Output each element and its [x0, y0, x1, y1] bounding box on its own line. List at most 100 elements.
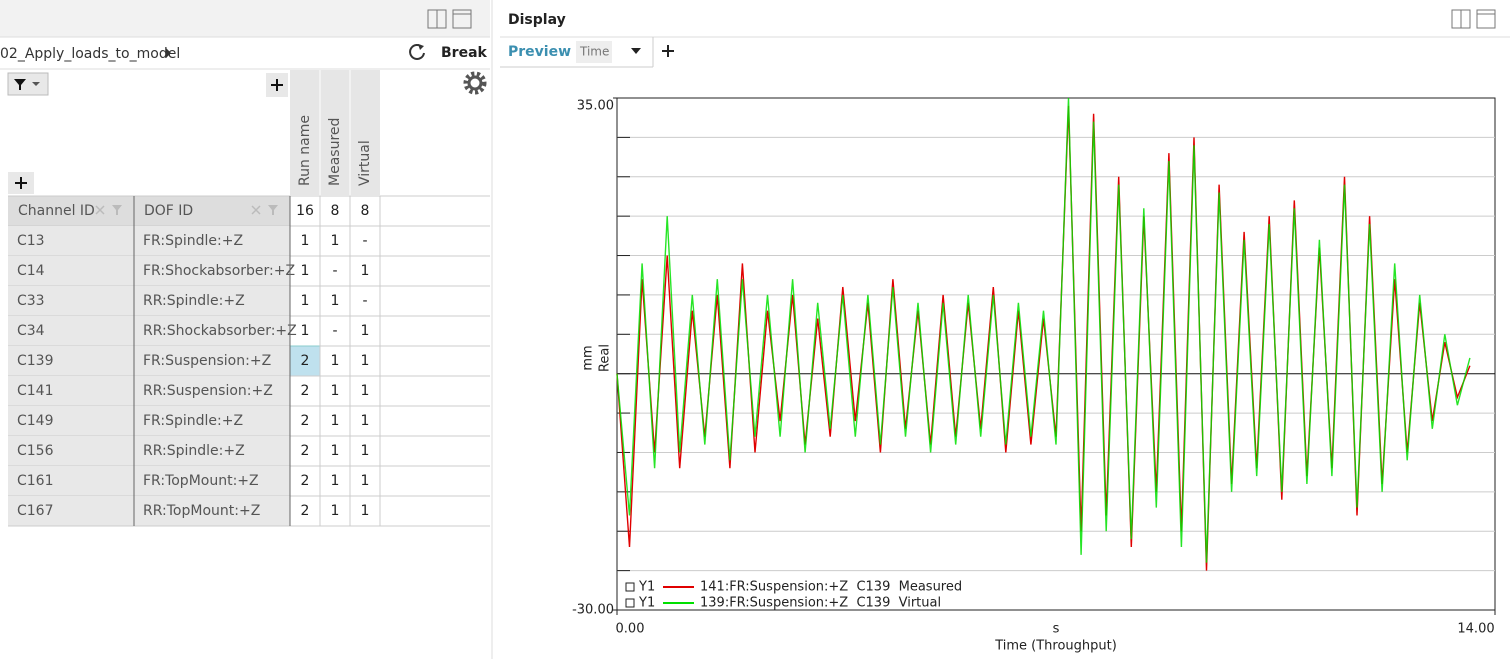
- column-header: Run name: [297, 115, 313, 186]
- table-cell: 1: [361, 443, 370, 459]
- table-cell: C33: [17, 293, 45, 309]
- table-cell: -: [362, 293, 367, 309]
- table-cell: 1: [331, 503, 340, 519]
- table-cell: 1: [301, 323, 310, 339]
- table-cell: 2: [301, 473, 310, 489]
- row-label-bg: [8, 316, 290, 346]
- row-label-bg: [8, 436, 290, 466]
- table-cell: FR:Shockabsorber:+Z: [143, 263, 295, 279]
- add-tab[interactable]: [662, 45, 674, 57]
- table-cell: C156: [17, 443, 54, 459]
- table-cell: 1: [301, 293, 310, 309]
- y-tick-label: -30.00: [572, 603, 614, 618]
- total-cell: 16: [296, 203, 314, 219]
- x-unit: s: [1053, 622, 1060, 637]
- column-header: Channel ID: [18, 203, 95, 219]
- table-cell: 2: [301, 443, 310, 459]
- table-cell: C141: [17, 383, 54, 399]
- chart: -30.00 35.00 0.00 14.00 s Time (Throughput) mm…: [572, 97, 1496, 654]
- row-label-bg: [8, 406, 290, 436]
- table-cell: 1: [361, 473, 370, 489]
- table-cell: C167: [17, 503, 54, 519]
- table-cell: C34: [17, 323, 45, 339]
- legend-checkbox[interactable]: [625, 582, 635, 592]
- selected-cell: [289, 345, 321, 377]
- y-tick-label: 35.00: [577, 99, 614, 114]
- column-header: Measured: [327, 118, 343, 186]
- table-cell: 1: [361, 503, 370, 519]
- row-label-bg: [8, 286, 290, 316]
- table-cell: 1: [361, 323, 370, 339]
- legend-label: 139:FR:Suspension:+Z C139 Virtual: [700, 596, 941, 611]
- table-cell: 1: [361, 353, 370, 369]
- rotated-header-bg: [290, 70, 380, 195]
- legend-prefix: Y1: [638, 596, 655, 611]
- row-label-bg: [8, 346, 290, 376]
- tab-dropdown[interactable]: [631, 48, 641, 54]
- row-label-bg: [8, 496, 290, 526]
- row-label-bg: [8, 376, 290, 406]
- table-cell: FR:Suspension:+Z: [143, 353, 271, 369]
- tab-time[interactable]: Time: [579, 45, 609, 59]
- table-cell: 1: [301, 233, 310, 249]
- panel-icons[interactable]: [1451, 9, 1496, 29]
- row-label-bg: [8, 466, 290, 496]
- table-cell: 2: [301, 503, 310, 519]
- x-axis-label: Time (Throughput): [994, 639, 1117, 654]
- filter-button[interactable]: [7, 72, 49, 96]
- table-cell: 1: [301, 263, 310, 279]
- table-cell: 1: [361, 413, 370, 429]
- column-filter: [112, 205, 122, 215]
- table-cell: 2: [301, 413, 310, 429]
- table-cell: -: [332, 323, 337, 339]
- clear-filter: [251, 205, 261, 215]
- break-button[interactable]: Break: [441, 45, 488, 61]
- table-cell: -: [362, 233, 367, 249]
- table-cell: RR:Spindle:+Z: [143, 443, 245, 459]
- table-cell: 1: [331, 413, 340, 429]
- table-cell: 1: [331, 353, 340, 369]
- clear-filter: [95, 205, 105, 215]
- panel-title: Display: [508, 12, 566, 28]
- x-tick-label: 14.00: [1457, 622, 1494, 637]
- table-cell: 1: [331, 383, 340, 399]
- y-unit: mm: [581, 345, 596, 370]
- table-cell: RR:Spindle:+Z: [143, 293, 245, 309]
- column-filter: [268, 205, 278, 215]
- table-cell: 1: [331, 443, 340, 459]
- table-cell: 1: [361, 263, 370, 279]
- table-cell: C161: [17, 473, 54, 489]
- y-axis-label: Real: [598, 344, 613, 372]
- header-row-bg: [8, 196, 290, 226]
- table-cell: 2: [301, 383, 310, 399]
- table-cell: FR:TopMount:+Z: [143, 473, 259, 489]
- row-label-bg: [8, 226, 290, 256]
- table: Run name Measured Virtual Channel ID DOF ID 1…: [8, 115, 490, 527]
- total-cell: 8: [361, 203, 370, 219]
- legend-label: 141:FR:Suspension:+Z C139 Measured: [700, 580, 962, 595]
- tab-time-box[interactable]: [576, 41, 612, 63]
- total-cell: 8: [331, 203, 340, 219]
- column-header: DOF ID: [144, 203, 193, 219]
- table-cell: C139: [17, 353, 54, 369]
- table-cell: 1: [331, 293, 340, 309]
- tab-preview[interactable]: Preview: [508, 44, 571, 60]
- refresh-icon[interactable]: [409, 44, 425, 60]
- breadcrumb-arrow[interactable]: [166, 48, 171, 58]
- legend-checkbox[interactable]: [625, 598, 635, 608]
- table-cell: 1: [361, 383, 370, 399]
- table-cell: 1: [331, 233, 340, 249]
- left-toolbar: [0, 0, 490, 37]
- data-line: [616, 97, 1471, 563]
- table-cell: 1: [331, 473, 340, 489]
- table-cell: -: [332, 263, 337, 279]
- panel-icons[interactable]: [427, 9, 472, 29]
- table-cell: RR:Suspension:+Z: [143, 383, 273, 399]
- breadcrumb[interactable]: 02_Apply_loads_to_model: [0, 46, 180, 62]
- table-cell: RR:TopMount:+Z: [143, 503, 260, 519]
- legend-prefix: Y1: [638, 580, 655, 595]
- table-cell: RR:Shockabsorber:+Z: [143, 323, 297, 339]
- settings-gear[interactable]: [463, 71, 487, 95]
- column-header: Virtual: [357, 140, 373, 186]
